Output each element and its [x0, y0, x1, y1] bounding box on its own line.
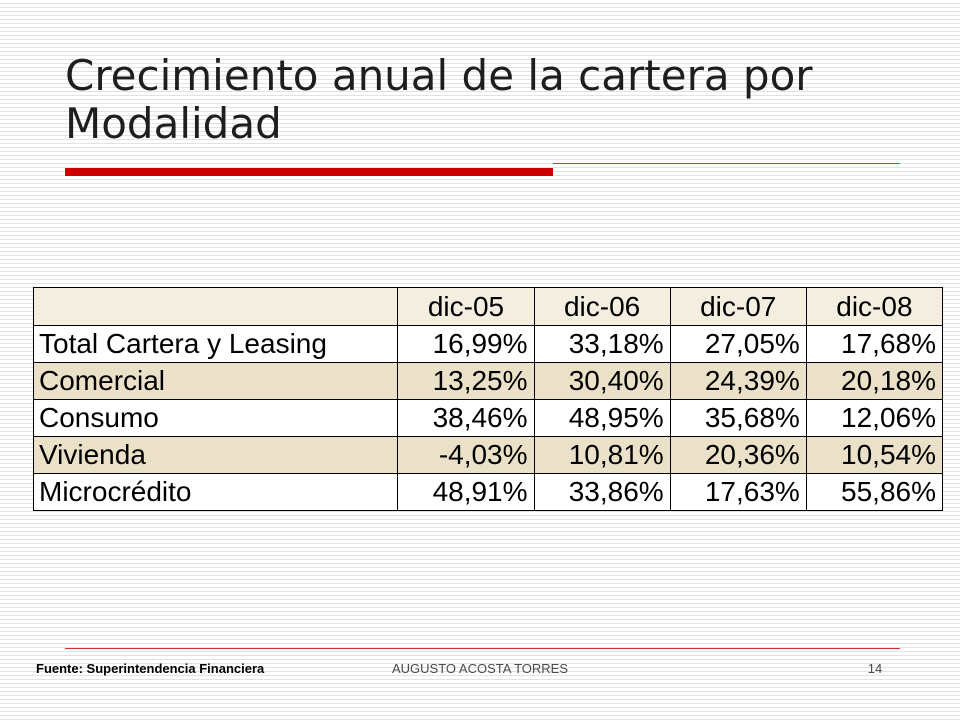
header-cell: dic-08	[805, 287, 944, 326]
header-cell: dic-06	[533, 287, 671, 326]
value-cell: 48,91%	[397, 473, 535, 511]
table-row: Vivienda -4,03% 10,81% 20,36% 10,54%	[32, 436, 944, 474]
table-row: Comercial 13,25% 30,40% 24,39% 20,18%	[32, 362, 944, 400]
header-cell: dic-05	[397, 287, 535, 326]
value-cell: 13,25%	[397, 362, 535, 400]
value-cell: 38,46%	[397, 399, 535, 437]
title-divider-line	[553, 163, 900, 164]
value-cell: 35,68%	[669, 399, 807, 437]
value-cell: 20,18%	[805, 362, 944, 400]
header-cell-empty	[32, 287, 399, 326]
page-number: 14	[867, 661, 883, 676]
value-cell: 10,54%	[805, 436, 944, 474]
footer-divider-line	[65, 648, 900, 649]
row-label: Consumo	[32, 399, 399, 437]
value-cell: 55,86%	[805, 473, 944, 511]
value-cell: 33,86%	[533, 473, 671, 511]
header-cell: dic-07	[669, 287, 807, 326]
value-cell: 10,81%	[533, 436, 671, 474]
row-label: Comercial	[32, 362, 399, 400]
value-cell: 30,40%	[533, 362, 671, 400]
value-cell: 33,18%	[533, 325, 671, 363]
value-cell: 16,99%	[397, 325, 535, 363]
value-cell: 24,39%	[669, 362, 807, 400]
value-cell: 17,63%	[669, 473, 807, 511]
value-cell: 20,36%	[669, 436, 807, 474]
table-row: Microcrédito 48,91% 33,86% 17,63% 55,86%	[32, 473, 944, 511]
growth-table: dic-05 dic-06 dic-07 dic-08 Total Carter…	[32, 287, 944, 511]
table-row: Consumo 38,46% 48,95% 35,68% 12,06%	[32, 399, 944, 437]
slide-title: Crecimiento anual de la cartera por Moda…	[65, 51, 813, 148]
row-label: Total Cartera y Leasing	[32, 325, 399, 363]
footer-author: AUGUSTO ACOSTA TORRES	[391, 661, 569, 676]
row-label: Microcrédito	[32, 473, 399, 511]
value-cell: 17,68%	[805, 325, 944, 363]
row-label: Vivienda	[32, 436, 399, 474]
table-row: Total Cartera y Leasing 16,99% 33,18% 27…	[32, 325, 944, 363]
value-cell: 12,06%	[805, 399, 944, 437]
value-cell: -4,03%	[397, 436, 535, 474]
footer-source: Fuente: Superintendencia Financiera	[36, 661, 265, 676]
table-header-row: dic-05 dic-06 dic-07 dic-08	[32, 287, 944, 326]
title-accent-bar	[65, 168, 553, 176]
value-cell: 27,05%	[669, 325, 807, 363]
value-cell: 48,95%	[533, 399, 671, 437]
